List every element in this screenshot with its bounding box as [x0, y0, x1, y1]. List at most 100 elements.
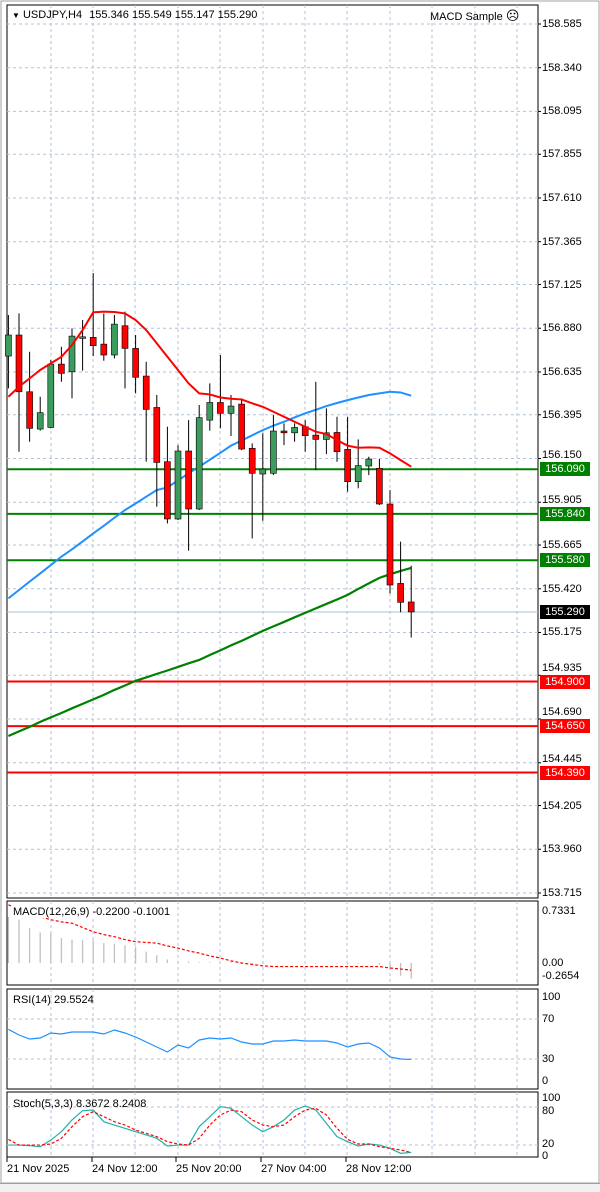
price-tick-label: 156.880 — [542, 322, 582, 335]
price-tick-label: 154.935 — [542, 661, 582, 674]
current-price-label: 155.290 — [540, 604, 590, 619]
bull-candle — [291, 427, 298, 434]
bear-candle — [89, 337, 97, 347]
rsi-tick-label: 100 — [542, 991, 561, 1003]
price-tick-label: 157.125 — [542, 278, 582, 291]
bear-candle — [132, 348, 139, 378]
bull-candle — [365, 458, 373, 467]
price-tick-label: 157.855 — [542, 148, 582, 161]
resistance-level-label: 154.650 — [540, 719, 590, 734]
bull-candle — [227, 405, 235, 414]
bear-candle — [100, 343, 108, 356]
bear-candle — [386, 503, 394, 586]
expert-advisor[interactable]: MACD Sample ☹ — [430, 8, 520, 23]
price-tick-label: 158.585 — [542, 18, 582, 30]
price-tick-label: 154.205 — [542, 799, 582, 812]
bear-candle — [153, 407, 161, 463]
support-level-label: 156.090 — [540, 462, 590, 477]
bear-candle — [185, 450, 192, 510]
macd-tick-label: 0.7331 — [542, 905, 576, 917]
chart-tabs-bar[interactable] — [0, 1183, 600, 1192]
time-label: 24 Nov 12:00 — [92, 1163, 158, 1175]
price-tick-label: 156.635 — [542, 365, 582, 378]
bull-candle — [259, 468, 267, 475]
bear-candle — [164, 461, 171, 520]
price-tick-label: 154.690 — [542, 706, 582, 719]
bear-candle — [238, 403, 245, 450]
bull-candle — [36, 412, 44, 430]
bull-candle — [174, 450, 182, 520]
bull-candle — [354, 465, 362, 482]
bear-candle — [280, 430, 288, 434]
ohlc-values: 155.346 155.549 155.147 155.290 — [89, 9, 258, 21]
sad-face-icon: ☹ — [505, 8, 520, 23]
price-tick-label: 155.905 — [542, 493, 582, 506]
stoch-tick-label: 100 — [542, 1092, 561, 1104]
bear-candle — [121, 325, 129, 349]
rsi-tick-label: 30 — [542, 1053, 555, 1065]
macd-signal-line — [8, 904, 412, 971]
symbol-label: USDJPY,H4 — [22, 9, 83, 21]
price-tick-label: 156.150 — [542, 449, 582, 462]
price-tick-label: 157.365 — [542, 235, 582, 248]
price-tick-label: 155.665 — [542, 539, 582, 552]
bear-candle — [407, 601, 415, 613]
bear-candle — [376, 468, 383, 505]
stoch-tick-label: 80 — [542, 1105, 555, 1117]
bear-candle — [397, 583, 404, 603]
time-label: 28 Nov 12:00 — [346, 1163, 412, 1175]
bull-candle — [79, 336, 86, 339]
bear-candle — [248, 448, 256, 474]
stoch-main-line — [8, 1105, 412, 1154]
bull-candle — [68, 335, 76, 373]
resistance-level-label: 154.900 — [540, 674, 590, 689]
bull-candle — [206, 402, 214, 421]
rsi-line — [8, 1028, 412, 1061]
price-tick-label: 157.610 — [542, 191, 582, 204]
ma-fast-line — [7, 310, 412, 468]
ma-mid-line — [7, 390, 412, 600]
price-tick-label: 156.395 — [542, 408, 582, 421]
macd-tick-label: 0.00 — [542, 957, 564, 969]
triangle-down-icon: ▼ — [12, 11, 20, 20]
bull-candle — [5, 334, 12, 357]
macd-tick-label: -0.2654 — [542, 970, 580, 982]
stoch-tick-label: 0 — [542, 1150, 549, 1162]
bear-candle — [15, 334, 23, 393]
price-tick-label: 158.340 — [542, 61, 582, 74]
bear-candle — [26, 391, 33, 429]
resistance-level-label: 154.390 — [540, 765, 590, 780]
stoch-label: Stoch(5,3,3) 8.3672 8.2408 — [13, 1098, 147, 1110]
bear-candle — [217, 402, 224, 414]
rsi-tick-label: 0 — [542, 1075, 549, 1087]
symbol-dropdown[interactable]: ▼ USDJPY,H4 155.346 155.549 155.147 155.… — [12, 9, 257, 22]
price-tick-label: 155.420 — [542, 582, 582, 595]
bull-candle — [111, 323, 118, 356]
pane-frame — [6, 988, 539, 1090]
bear-candle — [312, 434, 320, 440]
bull-candle — [195, 417, 203, 510]
time-label: 25 Nov 20:00 — [176, 1163, 242, 1175]
price-tick-label: 158.095 — [542, 105, 582, 118]
expert-name: MACD Sample — [430, 11, 503, 23]
price-tick-label: 154.445 — [542, 752, 582, 765]
time-label: 21 Nov 2025 — [7, 1163, 70, 1175]
pane-frame — [6, 1091, 539, 1158]
bear-candle — [344, 449, 351, 482]
rsi-tick-label: 70 — [542, 1013, 555, 1025]
stoch-tick-label: 20 — [542, 1138, 555, 1150]
price-tick-label: 153.715 — [542, 887, 582, 899]
bear-candle — [142, 375, 150, 410]
support-level-label: 155.840 — [540, 506, 590, 521]
support-level-label: 155.580 — [540, 553, 590, 568]
bull-candle — [270, 430, 277, 474]
macd-label: MACD(12,26,9) -0.2200 -0.1001 — [13, 906, 171, 918]
time-label: 27 Nov 04:00 — [261, 1163, 327, 1175]
rsi-label: RSI(14) 29.5524 — [13, 994, 94, 1006]
bull-candle — [47, 363, 55, 428]
price-tick-label: 153.960 — [542, 843, 582, 856]
ma-slow-line — [7, 566, 412, 737]
price-tick-label: 155.175 — [542, 626, 582, 639]
stoch-signal-line — [8, 1107, 412, 1154]
